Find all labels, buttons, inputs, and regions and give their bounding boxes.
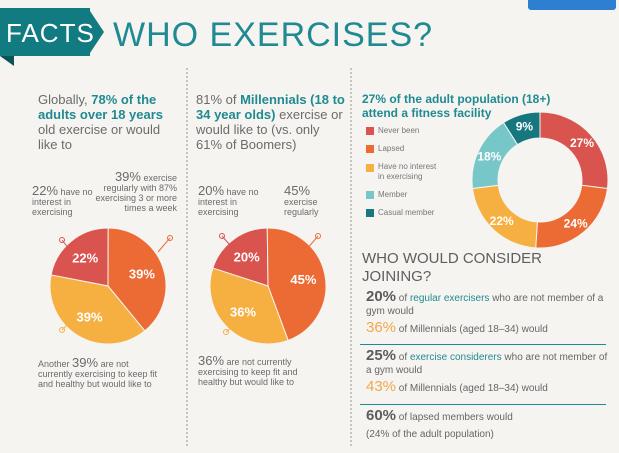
slice-value-label: 39% — [77, 309, 103, 324]
share-button[interactable] — [528, 0, 616, 10]
legend-label: Have no interest in exercising — [378, 162, 437, 181]
slice-value-label: 20% — [234, 250, 260, 265]
legend-label: Lapsed — [378, 144, 405, 153]
legend-swatch — [366, 164, 374, 172]
consider-row-2: 25% of exercise considerers who are not … — [366, 347, 611, 395]
col2-bottom-stat-pct: 36% — [198, 353, 225, 368]
col2-left-stat-pct: 20% — [198, 183, 225, 198]
col1-right-stat-text: exercise regularly with 87% exercising 3… — [95, 173, 177, 213]
consider-row-pct2: 36% — [366, 319, 397, 336]
col2-left-stat-text: have no interest in exercising — [198, 187, 259, 217]
facts-tab — [0, 8, 90, 56]
col1-left-stat: 22% have no interest in exercising — [32, 183, 107, 217]
page-title: WHO EXERCISES? — [113, 16, 434, 54]
donut-chart-fitness-facility: 27% 24% 22% 18% 9% — [471, 111, 609, 249]
consider-row-1: 20% of regular exercisers who are not me… — [366, 288, 611, 336]
legend-label: Casual member — [378, 208, 435, 217]
slice-value-label: 36% — [230, 305, 256, 320]
col2-left-stat: 20% have no interest in exercising — [198, 183, 268, 217]
facts-tab-fold — [0, 56, 14, 66]
slice-value-label: 22% — [72, 251, 98, 266]
col1-heading-post: old exercise or would like to — [38, 122, 161, 152]
consider-separator — [360, 404, 606, 405]
consider-row-line2: of Millennials (aged 18–34) would — [396, 383, 548, 394]
col1-heading-pre: Globally, — [38, 92, 92, 107]
legend-item-no-interest: Have no interest in exercising — [366, 162, 466, 182]
column-divider-2 — [350, 68, 352, 446]
pie-chart-millennials: 20% 45% 36% — [209, 227, 327, 345]
pie-slice — [539, 111, 609, 190]
col2-heading-highlight: Millennials (18 to 34 year olds) — [196, 92, 345, 122]
consider-row-pre: of lapsed members would — [396, 412, 513, 423]
slice-value-label: 45% — [290, 272, 316, 287]
legend-swatch — [366, 208, 374, 217]
consider-row-pct: 60% — [366, 407, 397, 424]
consider-row-keyword: regular exercisers — [409, 293, 490, 304]
legend-item-lapsed: Lapsed — [366, 144, 466, 153]
consider-row-3: 60% of lapsed members would (24% of the … — [366, 407, 611, 441]
legend-item-member: Member — [366, 190, 466, 199]
consider-row-line2: of Millennials (aged 18–34) would — [396, 324, 548, 335]
col2-heading: 81% of Millennials (18 to 34 year olds) … — [196, 92, 346, 152]
column-divider-1 — [186, 68, 188, 446]
col1-right-stat: 39% exercise regularly with 87% exercisi… — [90, 169, 177, 213]
legend-swatch — [366, 144, 374, 153]
pie-slice — [266, 227, 327, 342]
consider-row-keyword: exercise considerers — [409, 352, 502, 363]
col1-heading: Globally, 78% of the adults over 18 year… — [38, 92, 178, 152]
col2-heading-pre: 81% of — [196, 92, 241, 107]
legend-item-casual-member: Casual member — [366, 208, 466, 217]
slice-value-label: 22% — [490, 214, 514, 228]
consider-row-pre: of — [396, 293, 410, 304]
consider-row-pct: 25% — [366, 347, 397, 364]
col2-heading-post: exercise or would like to (vs. only 61% … — [196, 107, 343, 152]
consider-separator — [360, 344, 606, 345]
donut-legend: Never been Lapsed Have no interest in ex… — [366, 126, 466, 217]
col1-heading-highlight: 78% of the adults over 18 years — [38, 92, 164, 122]
facts-label: FACTS — [6, 18, 95, 48]
col2-right-stat: 45% exercise regularly — [284, 183, 334, 217]
col2-bottom-stat-text: are not currently exercising to keep fit… — [198, 357, 298, 387]
consider-row-pct: 20% — [366, 288, 397, 305]
col1-right-stat-pct: 39% — [114, 169, 141, 184]
col1-bottom-stat: Another 39% are not currently exercising… — [38, 355, 158, 389]
col1-left-stat-pct: 22% — [32, 183, 59, 198]
legend-swatch — [366, 190, 374, 199]
legend-label: Member — [378, 190, 408, 199]
consider-row-post: who are not member of a gym would — [366, 352, 608, 376]
col1-bottom-stat-pct: 39% — [72, 355, 99, 370]
col2-right-stat-text: exercise regularly — [284, 197, 319, 217]
col2-bottom-stat: 36% are not currently exercising to keep… — [198, 353, 318, 387]
consider-row-pct2: 43% — [366, 378, 397, 395]
consider-title: WHO WOULD CONSIDER JOINING? — [362, 250, 542, 285]
legend-swatch — [366, 126, 374, 135]
col1-bottom-stat-text: are not currently exercising to keep fit… — [38, 359, 158, 389]
facts-tab-notch — [88, 8, 104, 56]
consider-row-line2: (24% of the adult population) — [366, 429, 494, 440]
slice-value-label: 27% — [570, 136, 594, 150]
col1-left-stat-text: have no interest in exercising — [32, 187, 93, 217]
slice-value-label: 24% — [564, 216, 588, 230]
col2-right-stat-pct: 45% — [284, 183, 311, 198]
legend-label: Never been — [378, 126, 420, 135]
slice-value-label: 9% — [516, 119, 534, 133]
consider-row-post: who are not member of a gym would — [366, 293, 604, 317]
pointer-dot — [167, 235, 173, 241]
slice-value-label: 39% — [129, 266, 155, 281]
legend-item-never-been: Never been — [366, 126, 466, 135]
slice-value-label: 18% — [477, 149, 501, 163]
col3-heading-highlight: 27% of the adult population (18+) attend… — [362, 92, 551, 120]
pie-slice — [107, 227, 167, 332]
pie-slice — [502, 111, 541, 146]
col1-bottom-stat-pre: Another — [38, 359, 73, 369]
consider-row-pre: of — [396, 352, 410, 363]
pie-chart-adults: 22% 39% 39% — [49, 227, 167, 345]
col3-heading: 27% of the adult population (18+) attend… — [362, 92, 557, 120]
